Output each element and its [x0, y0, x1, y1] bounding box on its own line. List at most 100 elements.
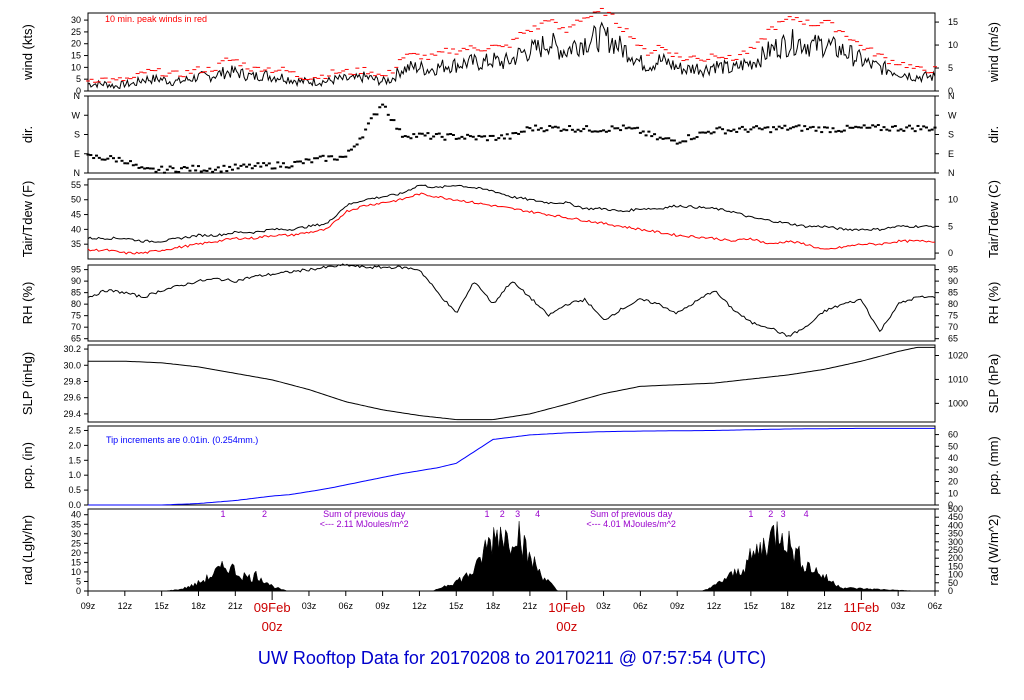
y-axis-label-right: pcp. (mm)	[986, 436, 1001, 495]
y-tick-label-right: 50	[948, 578, 958, 588]
series-line-tdew	[87, 192, 936, 255]
y-tick-label-left: 15	[71, 557, 81, 567]
y-tick-label-left: 29.6	[63, 393, 81, 403]
y-tick-label-left: N	[74, 91, 81, 101]
x-tick-label: 12z	[707, 601, 722, 611]
y-tick-label-right: 10	[948, 488, 958, 498]
y-tick-label-left: 30	[71, 15, 81, 25]
series-line-wind	[87, 21, 936, 90]
y-tick-label-left: 40	[71, 510, 81, 520]
y-tick-label-right: 90	[948, 276, 958, 286]
y-tick-label-right: 85	[948, 288, 958, 298]
y-tick-label-left: S	[74, 130, 80, 140]
series-line-rh	[87, 263, 936, 337]
rad-marker: 1	[484, 509, 489, 519]
y-tick-label-right: 30	[948, 465, 958, 475]
y-tick-label-left: N	[74, 168, 81, 178]
y-tick-label-left: 0.5	[68, 485, 81, 495]
rad-marker: 1	[221, 509, 226, 519]
x-tick-label: 15z	[744, 601, 759, 611]
series-area-rad	[88, 521, 935, 592]
y-tick-label-right: 70	[948, 322, 958, 332]
rad-marker: 2	[500, 509, 505, 519]
y-tick-label-left: 10	[71, 62, 81, 72]
y-axis-label-left: RH (%)	[20, 282, 35, 325]
rad-marker: 2	[768, 509, 773, 519]
y-axis-label-left: dir.	[20, 126, 35, 143]
y-tick-label-left: 55	[71, 180, 81, 190]
x-tick-label: 09z	[81, 601, 96, 611]
y-tick-label-right: 40	[948, 453, 958, 463]
y-tick-label-left: 29.4	[63, 409, 81, 419]
series-line-pcp	[88, 427, 935, 506]
x-tick-label: 15z	[154, 601, 169, 611]
y-tick-label-left: 15	[71, 51, 81, 61]
y-tick-label-left: 5	[76, 74, 81, 84]
y-tick-label-left: 1.5	[68, 455, 81, 465]
y-tick-label-left: 30.2	[63, 344, 81, 354]
series-line-tair	[87, 184, 936, 243]
y-tick-label-left: 85	[71, 288, 81, 298]
y-tick-label-left: 2.0	[68, 440, 81, 450]
y-tick-label-right: 5	[948, 221, 953, 231]
y-tick-label-right: 400	[948, 520, 963, 530]
y-tick-label-left: 70	[71, 322, 81, 332]
y-axis-label-right: SLP (hPa)	[986, 354, 1001, 414]
wind-annotation: 10 min. peak winds in red	[105, 14, 207, 24]
y-tick-label-right: 95	[948, 265, 958, 275]
y-tick-label-left: 20	[71, 39, 81, 49]
x-tick-label: 12z	[412, 601, 427, 611]
y-tick-label-right: 0	[948, 248, 953, 258]
panel-frame-temp	[87, 178, 936, 260]
y-tick-label-left: 29.8	[63, 376, 81, 386]
y-tick-label-right: 1010	[948, 374, 968, 384]
y-tick-label-right: 450	[948, 512, 963, 522]
rad-note: Sum of previous day	[323, 509, 406, 519]
y-axis-label-right: RH (%)	[986, 282, 1001, 325]
y-tick-label-right: N	[948, 168, 955, 178]
y-tick-label-right: 65	[948, 334, 958, 344]
rad-marker: 3	[781, 509, 786, 519]
rad-marker: 1	[748, 509, 753, 519]
y-tick-label-right: N	[948, 91, 955, 101]
x-tick-label: 18z	[486, 601, 501, 611]
y-axis-label-right: Tair/Tdew (C)	[986, 180, 1001, 258]
y-axis-label-left: pcp. (in)	[20, 442, 35, 489]
rad-marker: 3	[515, 509, 520, 519]
y-axis-label-right: dir.	[986, 126, 1001, 143]
y-tick-label-left: 95	[71, 265, 81, 275]
rad-marker: 4	[804, 509, 809, 519]
y-tick-label-right: 50	[948, 441, 958, 451]
x-tick-label: 03z	[302, 601, 317, 611]
x-date-zlabel: 00z	[851, 619, 872, 634]
y-tick-label-left: 30	[71, 529, 81, 539]
x-tick-label: 21z	[228, 601, 243, 611]
panel-frame-wind	[87, 12, 936, 92]
rad-marker: 4	[535, 509, 540, 519]
x-tick-label: 21z	[523, 601, 538, 611]
y-tick-label-left: 35	[71, 519, 81, 529]
y-axis-label-right: wind (m/s)	[986, 22, 1001, 83]
x-tick-label: 18z	[780, 601, 795, 611]
x-tick-label: 06z	[339, 601, 354, 611]
panel-frame-rh	[87, 264, 936, 342]
y-tick-label-right: 300	[948, 537, 963, 547]
y-axis-label-left: SLP (inHg)	[20, 352, 35, 415]
y-tick-label-left: 2.5	[68, 425, 81, 435]
y-tick-label-left: 90	[71, 276, 81, 286]
y-tick-label-left: 45	[71, 210, 81, 220]
panel-frame-pcp	[87, 425, 936, 506]
y-tick-label-right: 15	[948, 17, 958, 27]
x-date-zlabel: 00z	[262, 619, 283, 634]
y-tick-label-left: 30.0	[63, 360, 81, 370]
y-tick-label-right: 100	[948, 570, 963, 580]
y-tick-label-right: E	[948, 149, 954, 159]
y-tick-label-right: 250	[948, 545, 963, 555]
rad-note: Sum of previous day	[590, 509, 673, 519]
x-tick-label: 21z	[817, 601, 832, 611]
y-tick-label-left: 25	[71, 538, 81, 548]
y-tick-label-right: 75	[948, 311, 958, 321]
y-tick-label-right: W	[948, 110, 957, 120]
x-date-label: 10Feb	[548, 600, 585, 615]
